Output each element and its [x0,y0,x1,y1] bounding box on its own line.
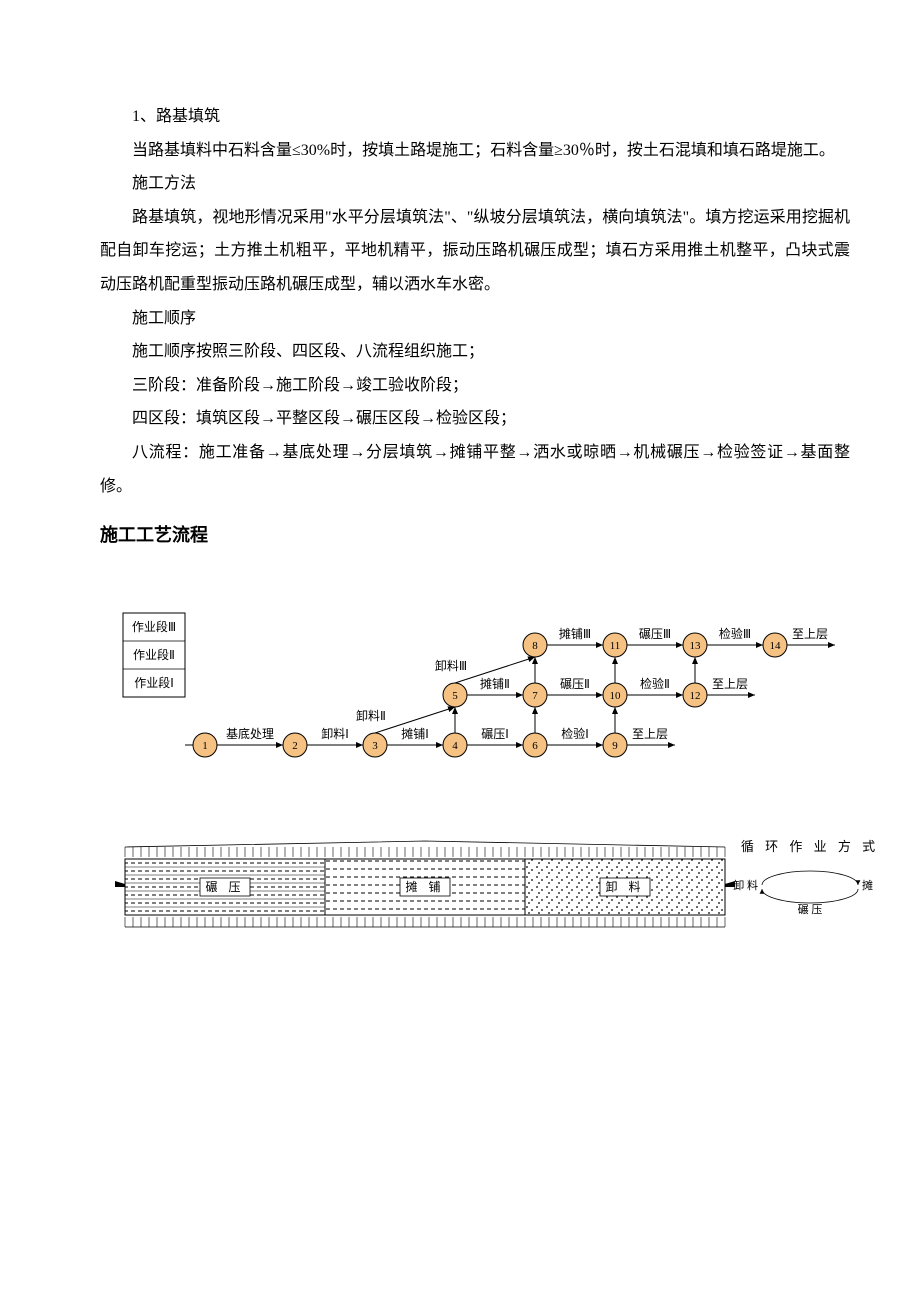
svg-text:7: 7 [532,690,538,702]
svg-text:13: 13 [690,640,702,652]
svg-text:14: 14 [770,640,782,652]
svg-text:作业段Ⅲ: 作业段Ⅲ [132,619,176,634]
svg-text:作业段Ⅰ: 作业段Ⅰ [134,675,174,690]
svg-text:基底处理: 基底处理 [226,726,274,741]
document-page: 1、路基填筑 当路基填料中石料含量≤30%时，按填土路堤施工；石料含量≥30％时… [0,0,920,1015]
svg-text:碾压Ⅰ: 碾压Ⅰ [481,727,509,741]
svg-text:作业段Ⅱ: 作业段Ⅱ [133,647,175,662]
svg-text:5: 5 [452,690,458,702]
svg-text:3: 3 [372,740,378,752]
para-4: 施工顺序 [100,302,850,336]
svg-text:8: 8 [532,640,538,652]
para-6: 三阶段：准备阶段→施工阶段→竣工验收阶段； [100,369,850,403]
flowchart-svg: 作业段Ⅲ 作业段Ⅱ 作业段Ⅰ 基底处理 卸料Ⅰ 摊铺Ⅰ 碾压Ⅰ 检验Ⅰ 摊铺Ⅱ 碾压Ⅱ 检验Ⅱ 摊铺Ⅲ… [115,595,875,785]
svg-text:至上层: 至上层 [792,627,828,641]
svg-text:12: 12 [690,690,701,702]
svg-text:检验Ⅰ: 检验Ⅰ [561,726,589,741]
svg-text:摊 铺: 摊 铺 [862,878,875,892]
svg-text:卸料Ⅱ: 卸料Ⅱ [356,708,386,723]
para-8: 八流程：施工准备→基底处理→分层填筑→摊铺平整→洒水或晾晒→机械碾压→检验签证→… [100,436,850,503]
svg-text:11: 11 [610,640,621,652]
svg-text:4: 4 [452,740,458,752]
svg-text:卸 料: 卸 料 [605,879,644,894]
svg-text:循 环 作 业 方 式: 循 环 作 业 方 式 [741,839,875,854]
para-5: 施工顺序按照三阶段、四区段、八流程组织施工； [100,335,850,369]
svg-text:碾 压: 碾 压 [798,903,823,916]
svg-text:摊铺Ⅰ: 摊铺Ⅰ [401,727,429,741]
svg-text:6: 6 [532,740,538,752]
para-3: 路基填筑，视地形情况采用"水平分层填筑法"、"纵坡分层填筑法，横向填筑法"。填方… [100,201,850,302]
svg-text:碾 压: 碾 压 [205,880,244,894]
svg-text:卸料Ⅰ: 卸料Ⅰ [321,726,349,741]
svg-text:碾压Ⅲ: 碾压Ⅲ [639,627,671,641]
para-7: 四区段：填筑区段→平整区段→碾压区段→检验区段； [100,402,850,436]
svg-text:摊 铺: 摊 铺 [405,880,444,894]
flowchart-diagram: 作业段Ⅲ 作业段Ⅱ 作业段Ⅰ 基底处理 卸料Ⅰ 摊铺Ⅰ 碾压Ⅰ 检验Ⅰ 摊铺Ⅱ 碾压Ⅱ 检验Ⅱ 摊铺Ⅲ… [115,595,875,795]
para-1: 当路基填料中石料含量≤30%时，按填土路堤施工；石料含量≥30％时，按土石混填和… [100,134,850,168]
cross-section-svg: 碾 压摊 铺卸 料循 环 作 业 方 式卸 料摊 铺碾 压 [115,825,875,955]
section-heading: 施工工艺流程 [100,517,850,555]
heading-1: 1、路基填筑 [100,100,850,134]
svg-text:10: 10 [610,690,622,702]
para-2: 施工方法 [100,167,850,201]
svg-text:碾压Ⅱ: 碾压Ⅱ [560,677,590,691]
svg-text:至上层: 至上层 [632,727,668,741]
svg-text:检验Ⅱ: 检验Ⅱ [640,676,670,691]
svg-text:2: 2 [292,740,298,752]
svg-text:摊铺Ⅲ: 摊铺Ⅲ [559,627,591,641]
svg-text:卸料Ⅲ: 卸料Ⅲ [435,658,467,673]
svg-text:1: 1 [202,740,208,752]
svg-text:至上层: 至上层 [712,677,748,691]
svg-text:9: 9 [612,740,618,752]
cross-section-diagram: 碾 压摊 铺卸 料循 环 作 业 方 式卸 料摊 铺碾 压 [115,825,875,955]
svg-text:摊铺Ⅱ: 摊铺Ⅱ [480,677,510,691]
svg-text:检验Ⅲ: 检验Ⅲ [719,626,751,641]
svg-text:卸 料: 卸 料 [733,878,758,892]
